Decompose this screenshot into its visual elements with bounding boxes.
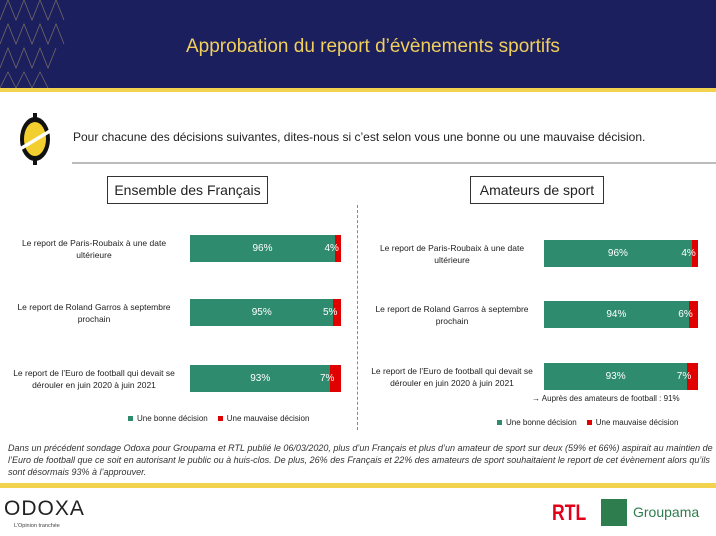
question-text: Pour chacune des décisions suivantes, di… [73,130,646,144]
category-label: Le report de Roland Garros à septembre p… [375,304,529,326]
legend-label: Une mauvaise décision [595,418,679,427]
bar-segment-good: 94% [544,301,689,328]
question-underline [72,162,716,164]
bar-segment-good: 96% [544,240,692,267]
legend-label: Une mauvaise décision [226,414,310,423]
stacked-bar: 93% 7% [190,365,341,392]
rtl-logo: RTL [552,500,587,525]
data-label: 7% [676,371,692,382]
stacked-bar: 96% 4% [544,240,698,267]
data-label: 94% [606,309,627,320]
football-fans-note: → Auprès des amateurs de football : 91% [532,394,680,403]
stacked-bar: 95% 5% [190,299,341,326]
data-label: 95% [251,307,272,318]
legend-swatch [217,416,223,421]
bar-segment-bad: 7% [320,365,341,392]
legend-swatch [128,416,133,421]
page-title: Approbation du report d’évènements sport… [186,36,560,57]
groupama-logo-icon [601,499,627,526]
decorative-pattern-icon [0,0,65,88]
bar-segment-bad: 4% [681,240,698,267]
stacked-bar: 93% 7% [544,363,698,390]
stacked-bar: 94% 6% [544,301,698,328]
stacked-bar: 96% 4% [190,235,341,262]
data-label: 5% [322,307,338,318]
legend-swatch [586,420,592,425]
data-label: 96% [607,248,628,259]
bar-segment-good: 93% [544,363,688,390]
bar-segment-good: 93% [190,365,331,392]
bar-segment-bad: 7% [677,363,698,390]
data-label: 4% [324,243,339,254]
legend: Une bonne décision Une mauvaise décision [497,418,678,427]
data-label: 96% [252,243,273,254]
bar-segment-bad: 4% [325,235,341,262]
odoxa-question-icon [20,113,50,165]
category-label: Le report de Paris-Roubaix à une date ul… [379,243,525,265]
legend-label: Une bonne décision [137,414,208,423]
bar-segment-good: 95% [190,299,334,326]
footer-divider [0,483,716,488]
category-label: Le report de l’Euro de football qui deva… [13,368,175,390]
category-label: Le report de l’Euro de football qui deva… [371,366,533,388]
bar-segment-bad: 5% [323,299,341,326]
panel-title-ensemble: Ensemble des Français [107,176,268,204]
category-label: Le report de Roland Garros à septembre p… [17,302,171,324]
data-label: 93% [250,373,271,384]
groupama-logo: Groupama [633,504,700,520]
odoxa-tagline: L’Opinion tranchée [14,523,60,529]
data-label: 4% [681,248,696,259]
header-divider [0,88,716,92]
bar-segment-good: 96% [190,235,335,262]
data-label: 6% [678,309,693,320]
bar-segment-bad: 6% [678,301,698,328]
data-label: 93% [605,371,626,382]
legend-swatch [497,420,502,425]
category-label: Le report de Paris-Roubaix à une date ul… [21,238,167,260]
odoxa-logo: ODOXA [4,497,85,520]
data-label: 7% [319,373,335,384]
legend-label: Une bonne décision [506,418,577,427]
footnote: Dans un précédent sondage Odoxa pour Gro… [8,443,713,477]
legend: Une bonne décision Une mauvaise décision [128,414,309,423]
panel-divider [357,205,358,430]
header-banner: Approbation du report d’évènements sport… [0,0,716,88]
panel-title-amateurs: Amateurs de sport [470,176,604,204]
